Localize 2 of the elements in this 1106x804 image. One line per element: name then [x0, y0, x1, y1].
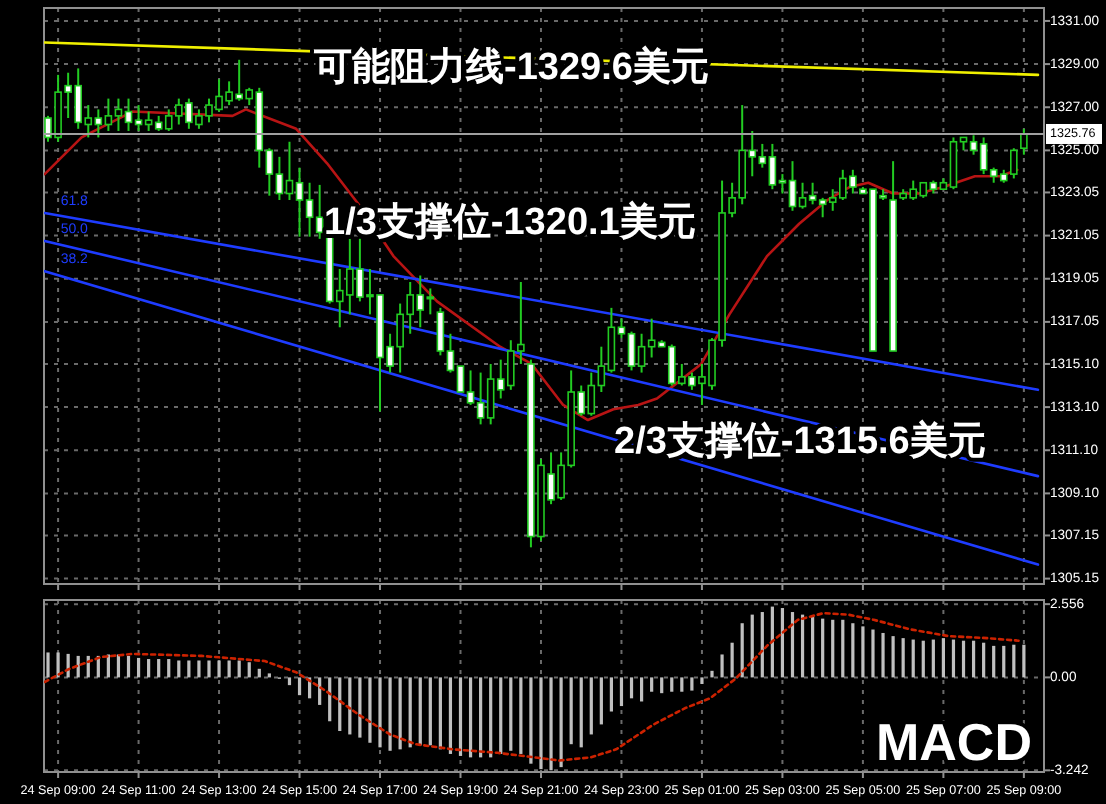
- annotation: MACD: [876, 712, 1032, 772]
- candlestick: [1020, 127, 1028, 156]
